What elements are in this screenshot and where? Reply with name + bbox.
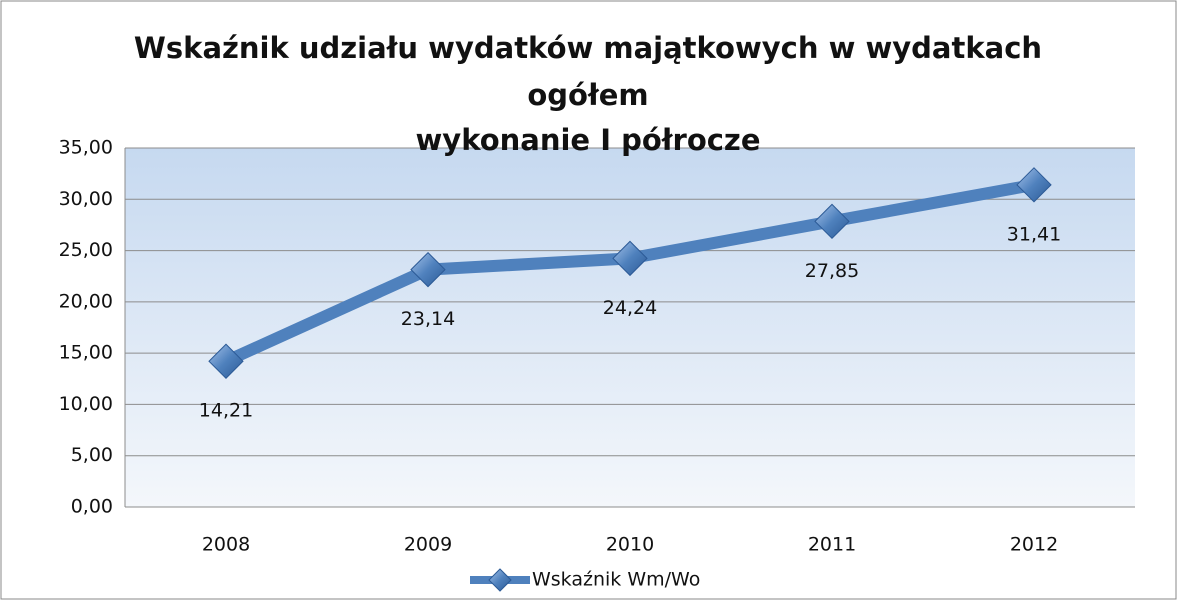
- x-tick-label: 2008: [202, 534, 250, 556]
- x-tick-label: 2010: [606, 534, 654, 556]
- y-tick-label: 20,00: [59, 290, 113, 312]
- marker: [410, 251, 446, 288]
- legend-label: Wskaźnik Wm/Wo: [532, 569, 700, 591]
- legend-marker: [488, 568, 512, 592]
- data-label: 23,14: [401, 308, 455, 330]
- marker: [612, 240, 648, 277]
- y-tick-label: 25,00: [59, 239, 113, 261]
- chart-title: Wskaźnik udziału wydatków majątkowych w …: [134, 31, 1042, 65]
- y-tick-label: 0,00: [71, 496, 113, 518]
- y-tick-label: 10,00: [59, 393, 113, 415]
- chart-title: ogółem: [527, 78, 648, 112]
- plot-area: [125, 148, 1135, 507]
- data-label: 27,85: [805, 260, 859, 282]
- marker: [814, 203, 850, 240]
- y-tick-label: 5,00: [71, 444, 113, 466]
- x-tick-label: 2011: [808, 534, 856, 556]
- data-label: 31,41: [1007, 223, 1061, 245]
- chart-title: wykonanie I półrocze: [416, 123, 761, 157]
- y-tick-label: 15,00: [59, 342, 113, 364]
- marker: [208, 343, 244, 379]
- data-label: 14,21: [199, 400, 253, 422]
- y-tick-label: 35,00: [59, 137, 113, 159]
- marker: [1016, 167, 1052, 203]
- y-tick-label: 30,00: [59, 188, 113, 210]
- x-tick-label: 2012: [1010, 534, 1058, 556]
- data-label: 24,24: [603, 297, 657, 319]
- x-tick-label: 2009: [404, 534, 452, 556]
